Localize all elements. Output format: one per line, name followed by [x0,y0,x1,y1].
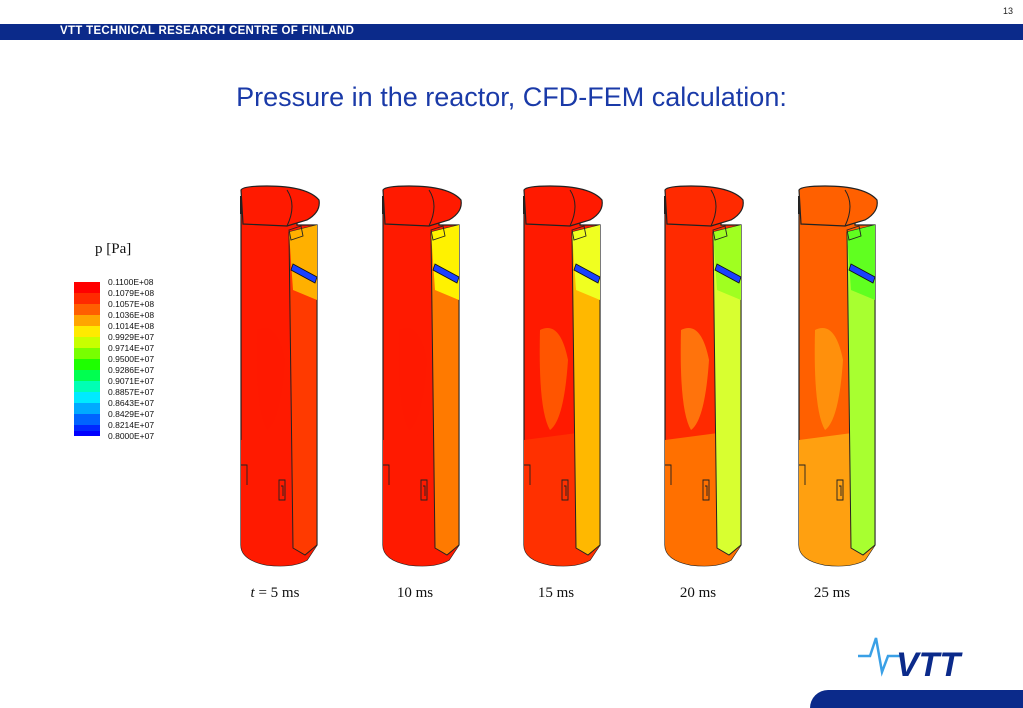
pressure-patch [539,328,568,430]
page-number: 13 [1002,6,1013,16]
pressure-patch [398,328,427,430]
time-value: 10 ms [396,585,434,601]
pressure-patch [256,328,285,430]
vessel-head [240,185,320,227]
logo-pulse-icon [858,637,900,677]
time-label: t = 5 ms [230,585,320,602]
vessel-head [523,185,603,227]
legend-swatch [74,392,100,403]
legend-label: 0.8214E+07 [108,420,155,430]
legend-swatch [74,381,100,392]
time-label: 20 ms [653,585,743,602]
vessel-inner-top [713,225,741,300]
legend-swatch [74,293,100,304]
slide-title: Pressure in the reactor, CFD-FEM calcula… [236,82,787,112]
legend-swatch [74,359,100,370]
blue-nozzle [290,263,318,284]
reactor-snapshot [664,185,744,567]
legend-swatch [74,337,100,348]
vessel-head [664,185,744,227]
blue-nozzle [432,263,460,284]
blue-nozzle [714,263,742,284]
legend-swatch [74,315,100,326]
header-band: VTT TECHNICAL RESEARCH CENTRE OF FINLAND [0,24,1023,40]
footer-band [810,690,1023,708]
legend-label: 0.1014E+08 [108,321,155,331]
legend-title: p [Pa] [95,241,132,257]
vessel-head [798,185,878,227]
head-seam [428,189,435,227]
vessel-inner-top [847,225,875,300]
legend-label: 0.8643E+07 [108,398,155,408]
legend-label: 0.8429E+07 [108,409,155,419]
vtt-logo: VTT [858,637,963,682]
reactor-snapshot [240,185,320,567]
reactor-snapshot [523,185,603,567]
top-bracket [571,225,587,241]
vessel-inner-top [572,225,600,300]
time-value: 20 ms [679,585,717,601]
legend-label: 0.1100E+08 [108,277,154,287]
head-seam [569,189,576,227]
legend-label: 0.8000E+07 [108,431,155,441]
blue-nozzle [848,263,876,284]
blue-nozzle [573,263,601,284]
side-bracket [799,464,806,485]
time-label: 15 ms [511,585,601,602]
top-bracket [288,225,304,241]
time-value: 15 ms [537,585,575,601]
legend-swatch [74,414,100,425]
legend-swatch [74,304,100,315]
head-seam [710,189,717,227]
pressure-patch [814,328,843,430]
time-variable: t [250,585,255,601]
time-label: 25 ms [787,585,877,602]
side-bracket [524,464,531,485]
vessel-head [382,185,462,227]
legend-label: 0.1036E+08 [108,310,155,320]
head-seam [844,189,851,227]
side-bracket [241,464,248,485]
legend-swatch [74,370,100,381]
legend-swatch [74,282,100,293]
reactor-snapshot [382,185,462,567]
lower-bracket [836,479,844,501]
top-bracket [430,225,446,241]
legend-swatch [74,403,100,414]
side-bracket [665,464,672,485]
reactor-snapshot [798,185,878,567]
time-label: 10 ms [370,585,460,602]
legend-swatch [74,425,100,436]
legend-swatch [74,431,100,436]
vessel-inner-top [431,225,459,300]
head-seam [286,189,293,227]
legend-swatch [74,348,100,359]
legend-label: 0.9929E+07 [108,332,155,342]
legend-label: 0.9286E+07 [108,365,155,375]
legend-label: 0.8857E+07 [108,387,155,397]
top-bracket [846,225,862,241]
lower-bracket [561,479,569,501]
legend-label: 0.1079E+08 [108,288,155,298]
pressure-patch [680,328,709,430]
time-value: = 5 ms [254,585,300,601]
vessel-inner-top [289,225,317,300]
lower-bracket [702,479,710,501]
organization-name: VTT TECHNICAL RESEARCH CENTRE OF FINLAND [60,25,355,37]
legend-swatch [74,326,100,337]
time-value: 25 ms [813,585,851,601]
side-bracket [383,464,390,485]
top-bracket [712,225,728,241]
legend-label: 0.9500E+07 [108,354,155,364]
logo-text: VTT [896,646,963,682]
lower-bracket [420,479,428,501]
legend-label: 0.1057E+08 [108,299,155,309]
lower-bracket [278,479,286,501]
legend-label: 0.9714E+07 [108,343,155,353]
legend-label: 0.9071E+07 [108,376,155,386]
